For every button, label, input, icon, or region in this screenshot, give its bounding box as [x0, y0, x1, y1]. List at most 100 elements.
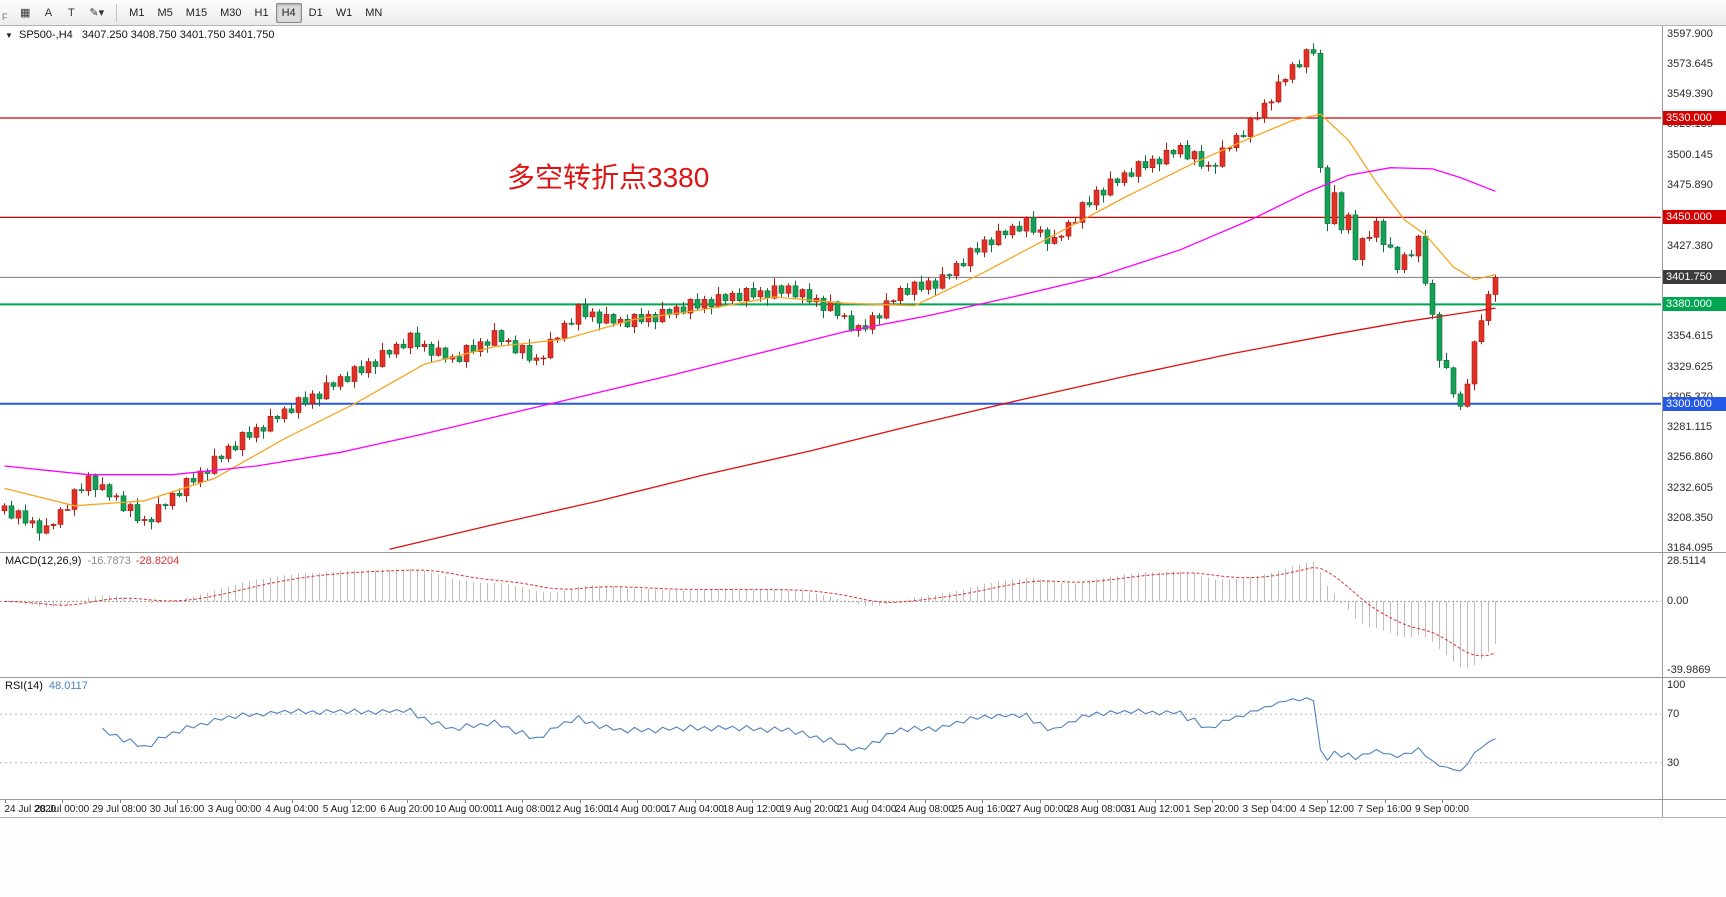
price-tick-label: 3184.095	[1667, 541, 1713, 554]
date-tick-label: 25 Aug 16:00	[952, 804, 1012, 815]
price-badge: 3380.000	[1663, 297, 1726, 312]
date-tick	[119, 800, 121, 803]
price-tick-label: 3329.625	[1667, 361, 1713, 374]
date-tick-label: 4 Sep 12:00	[1300, 804, 1354, 815]
text-a-icon: A	[44, 6, 53, 19]
chart-annotation-text: 多空转折点3380	[507, 162, 710, 193]
date-tick-label: 19 Aug 20:00	[780, 804, 839, 815]
date-tick-label: 14 Aug 00:00	[607, 804, 667, 815]
date-tick	[1384, 800, 1386, 803]
price-badge: 3401.750	[1663, 270, 1726, 285]
price-tick-label: 3549.390	[1667, 87, 1713, 100]
rsi-label: RSI(14) 48.0117	[5, 680, 88, 692]
date-tick	[752, 800, 753, 803]
rsi-70-label: 70	[1667, 708, 1680, 721]
macd-label: MACD(12,26,9) -16.7873 -28.8204	[5, 555, 179, 567]
timeframe-button-m5[interactable]: M5	[151, 3, 178, 23]
date-tick	[1212, 800, 1213, 803]
date-tick	[1039, 800, 1041, 803]
main-chart-panel: ▼ SP500-,H4 3407.250 3408.750 3401.750 3…	[0, 26, 1726, 554]
price-tick-label: 3597.900	[1667, 27, 1713, 40]
bottom-area	[0, 818, 1726, 897]
macd-scale[interactable]: 28.5114 0.00 -39.9869	[1662, 553, 1726, 677]
date-labels: 24 Jul 2020 28 Jul 00:00 29 Jul 08:00 30 Ju…	[0, 800, 1662, 817]
timeframe-toolbar: M1 M5 M15 M30 H1 H4 D1 W1 MN	[123, 2, 388, 23]
date-tick-label: 30 Jul 16:00	[149, 804, 205, 815]
date-tick	[924, 800, 926, 803]
ohlc-values: 3407.250 3408.750 3401.750 3401.750	[81, 29, 275, 41]
price-badge: 3530.000	[1663, 110, 1726, 125]
timeframe-button-mn[interactable]: MN	[359, 3, 388, 23]
date-tick-label: 10 Aug 00:00	[435, 804, 494, 815]
macd-zero-label: 0.00	[1667, 595, 1689, 608]
date-tick	[407, 800, 408, 803]
symbol-info: ▼ SP500-,H4 3407.250 3408.750 3401.750 3…	[5, 29, 275, 41]
price-tick-label: 3281.115	[1667, 421, 1713, 434]
rsi-scale[interactable]: 100 70 30	[1662, 678, 1726, 799]
timeframe-button-h4[interactable]: H4	[275, 2, 302, 23]
rsi-max-label: 100	[1667, 679, 1686, 691]
price-tick-label: 3573.645	[1667, 57, 1713, 70]
date-tick-label: 28 Jul 00:00	[34, 804, 90, 815]
rsi-value: 48.0117	[48, 680, 88, 692]
date-tick	[1154, 800, 1156, 803]
date-tick	[579, 800, 581, 803]
date-tick-label: 24 Jul 2020	[4, 804, 57, 815]
timeframe-button-d1[interactable]: D1	[303, 3, 329, 23]
date-tick-label: 17 Aug 04:00	[665, 804, 724, 815]
date-tick-label: 9 Sep 00:00	[1415, 804, 1469, 815]
date-tick	[292, 800, 293, 803]
date-tick-label: 24 Aug 08:00	[895, 804, 954, 815]
price-badge: 3450.000	[1663, 210, 1726, 225]
timeframe-button-m30[interactable]: M30	[214, 3, 247, 23]
text-annotate-button[interactable]: A	[37, 3, 59, 23]
price-tick-label: 3208.350	[1667, 511, 1713, 524]
date-tick	[522, 800, 523, 803]
toolbar: F ▦ A T ✎ ▾ M1 M5 M15 M30 H1 H4 D1 W1 MN	[0, 0, 1726, 26]
price-tick-label: 3354.615	[1667, 329, 1713, 342]
macd-name: MACD(12,26,9)	[5, 555, 82, 567]
price-tick-label: 3256.860	[1667, 451, 1713, 464]
date-tick-label: 27 Aug 00:00	[1010, 804, 1069, 815]
price-tick-label: 3427.380	[1667, 239, 1713, 252]
macd-max-label: 28.5114	[1667, 555, 1706, 567]
date-tick-label: 3 Aug 00:00	[207, 804, 262, 815]
symbol-dropdown-icon[interactable]: ▼	[5, 31, 13, 40]
date-tick	[349, 800, 351, 803]
date-tick	[867, 800, 868, 803]
date-tick-label: 29 Jul 08:00	[92, 804, 147, 815]
timeframe-button-m15[interactable]: M15	[180, 3, 213, 23]
date-tick	[982, 800, 983, 803]
chart-grid-button[interactable]: ▦	[14, 3, 36, 23]
date-tick	[637, 800, 638, 803]
price-tick-label: 3475.890	[1667, 179, 1713, 192]
price-tick-label: 3232.605	[1667, 481, 1713, 494]
main-chart-canvas[interactable]: ▼ SP500-,H4 3407.250 3408.750 3401.750 3…	[0, 26, 1662, 552]
symbol-name: SP500-,H4	[18, 29, 73, 41]
price-scale[interactable]: 3597.9003573.6453549.3903525.1353500.145…	[1662, 26, 1726, 554]
timeframe-button-w1[interactable]: W1	[330, 3, 359, 23]
date-tick-label: 18 Aug 12:00	[722, 804, 782, 815]
text-t-icon: T	[68, 6, 75, 19]
macd-min-label: -39.9869	[1667, 664, 1711, 676]
timeframe-button-m1[interactable]: M1	[123, 3, 150, 23]
text-label-button[interactable]: T	[60, 3, 82, 23]
date-tick	[62, 800, 63, 803]
draw-tools-button[interactable]: ✎ ▾	[83, 3, 110, 23]
price-tick-label: 3500.145	[1667, 149, 1713, 162]
date-tick-label: 5 Aug 12:00	[322, 804, 377, 815]
date-tick-label: 3 Sep 04:00	[1242, 804, 1297, 815]
date-tick	[1269, 800, 1271, 803]
macd-canvas[interactable]: MACD(12,26,9) -16.7873 -28.8204	[0, 553, 1662, 677]
timeframe-button-h1[interactable]: H1	[249, 3, 275, 23]
date-tick-label: 11 Aug 08:00	[492, 804, 552, 815]
date-tick-label: 21 Aug 04:00	[837, 804, 897, 815]
date-tick	[809, 800, 811, 803]
date-tick	[1442, 800, 1443, 803]
date-tick	[234, 800, 236, 803]
time-scale[interactable]: 24 Jul 2020 28 Jul 00:00 29 Jul 08:00 30 Ju…	[0, 800, 1726, 818]
rsi-canvas[interactable]: RSI(14) 48.0117	[0, 678, 1662, 799]
date-tick	[177, 800, 178, 803]
date-tick-label: 28 Aug 08:00	[1067, 804, 1127, 815]
